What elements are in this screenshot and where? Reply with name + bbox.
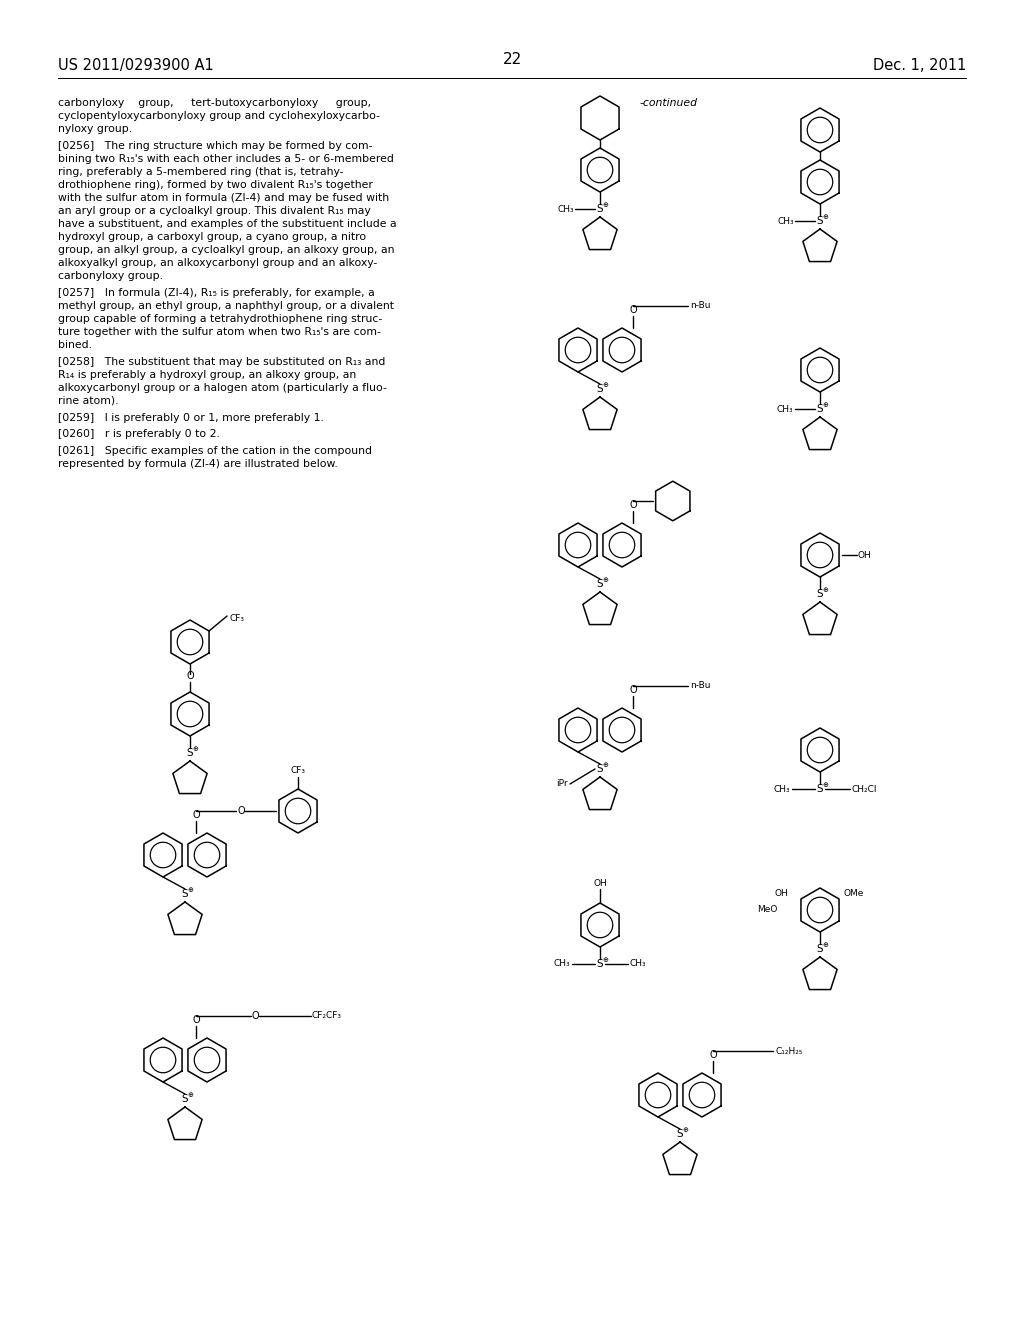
Text: OMe: OMe	[844, 888, 864, 898]
Text: ⊕: ⊕	[602, 957, 608, 964]
Text: alkoxycarbonyl group or a halogen atom (particularly a fluo-: alkoxycarbonyl group or a halogen atom (…	[58, 383, 387, 393]
Text: O: O	[629, 500, 637, 510]
Text: [0259]   l is preferably 0 or 1, more preferably 1.: [0259] l is preferably 0 or 1, more pref…	[58, 413, 324, 422]
Text: nyloxy group.: nyloxy group.	[58, 124, 132, 135]
Text: hydroxyl group, a carboxyl group, a cyano group, a nitro: hydroxyl group, a carboxyl group, a cyan…	[58, 232, 367, 242]
Text: S: S	[597, 579, 603, 589]
Text: S: S	[817, 404, 823, 414]
Text: [0256]   The ring structure which may be formed by com-: [0256] The ring structure which may be f…	[58, 141, 373, 150]
Text: Dec. 1, 2011: Dec. 1, 2011	[872, 58, 966, 73]
Text: cyclopentyloxycarbonyloxy group and cyclohexyloxycarbo-: cyclopentyloxycarbonyloxy group and cycl…	[58, 111, 380, 121]
Text: ⊕: ⊕	[822, 942, 828, 948]
Text: ⊕: ⊕	[682, 1127, 688, 1133]
Text: carbonyloxy    group,     tert-butoxycarbonyloxy     group,: carbonyloxy group, tert-butoxycarbonylox…	[58, 98, 371, 108]
Text: drothiophene ring), formed by two divalent R₁₅'s together: drothiophene ring), formed by two divale…	[58, 180, 373, 190]
Text: [0258]   The substituent that may be substituted on R₁₃ and: [0258] The substituent that may be subst…	[58, 356, 385, 367]
Text: CH₃: CH₃	[773, 784, 790, 793]
Text: O: O	[710, 1049, 717, 1060]
Text: ⊕: ⊕	[187, 1092, 193, 1098]
Text: group, an alkyl group, a cycloalkyl group, an alkoxy group, an: group, an alkyl group, a cycloalkyl grou…	[58, 246, 394, 255]
Text: OH: OH	[774, 888, 788, 898]
Text: 22: 22	[503, 51, 521, 67]
Text: OH: OH	[593, 879, 607, 888]
Text: R₁₄ is preferably a hydroxyl group, an alkoxy group, an: R₁₄ is preferably a hydroxyl group, an a…	[58, 370, 356, 380]
Text: CH₃: CH₃	[630, 960, 646, 969]
Text: ⊕: ⊕	[822, 214, 828, 220]
Text: methyl group, an ethyl group, a naphthyl group, or a divalent: methyl group, an ethyl group, a naphthyl…	[58, 301, 394, 310]
Text: CF₂CF₃: CF₂CF₃	[312, 1011, 342, 1020]
Text: -continued: -continued	[640, 98, 698, 108]
Text: ⊕: ⊕	[193, 746, 198, 752]
Text: an aryl group or a cycloalkyl group. This divalent R₁₅ may: an aryl group or a cycloalkyl group. Thi…	[58, 206, 371, 216]
Text: US 2011/0293900 A1: US 2011/0293900 A1	[58, 58, 214, 73]
Text: S: S	[597, 764, 603, 774]
Text: ⊕: ⊕	[602, 762, 608, 768]
Text: O: O	[237, 807, 245, 816]
Text: CH₃: CH₃	[557, 205, 574, 214]
Text: ⊕: ⊕	[187, 887, 193, 894]
Text: S: S	[597, 205, 603, 214]
Text: iPr: iPr	[556, 780, 568, 788]
Text: [0260]   r is preferably 0 to 2.: [0260] r is preferably 0 to 2.	[58, 429, 220, 440]
Text: group capable of forming a tetrahydrothiophene ring struc-: group capable of forming a tetrahydrothi…	[58, 314, 382, 323]
Text: n-Bu: n-Bu	[690, 681, 711, 690]
Text: O: O	[186, 671, 194, 681]
Text: OH: OH	[858, 550, 871, 560]
Text: n-Bu: n-Bu	[690, 301, 711, 310]
Text: ⊕: ⊕	[822, 587, 828, 593]
Text: ⊕: ⊕	[602, 381, 608, 388]
Text: [0257]   In formula (ZI-4), R₁₅ is preferably, for example, a: [0257] In formula (ZI-4), R₁₅ is prefera…	[58, 288, 375, 298]
Text: represented by formula (ZI-4) are illustrated below.: represented by formula (ZI-4) are illust…	[58, 459, 338, 470]
Text: S: S	[181, 1094, 188, 1104]
Text: S: S	[597, 384, 603, 393]
Text: O: O	[629, 305, 637, 315]
Text: carbonyloxy group.: carbonyloxy group.	[58, 271, 163, 281]
Text: bining two R₁₅'s with each other includes a 5- or 6-membered: bining two R₁₅'s with each other include…	[58, 154, 394, 164]
Text: alkoxyalkyl group, an alkoxycarbonyl group and an alkoxy-: alkoxyalkyl group, an alkoxycarbonyl gro…	[58, 257, 377, 268]
Text: ⊕: ⊕	[822, 781, 828, 788]
Text: bined.: bined.	[58, 339, 92, 350]
Text: CH₃: CH₃	[777, 216, 794, 226]
Text: S: S	[817, 216, 823, 226]
Text: S: S	[186, 748, 194, 758]
Text: CH₂Cl: CH₂Cl	[852, 784, 878, 793]
Text: CH₃: CH₃	[776, 404, 793, 413]
Text: S: S	[817, 784, 823, 795]
Text: S: S	[677, 1129, 683, 1139]
Text: have a substituent, and examples of the substituent include a: have a substituent, and examples of the …	[58, 219, 396, 228]
Text: CH₃: CH₃	[553, 960, 570, 969]
Text: ⊕: ⊕	[822, 403, 828, 408]
Text: O: O	[252, 1011, 260, 1020]
Text: O: O	[193, 1015, 200, 1026]
Text: S: S	[817, 589, 823, 599]
Text: O: O	[193, 810, 200, 820]
Text: MeO: MeO	[758, 906, 778, 915]
Text: CF₃: CF₃	[229, 614, 244, 623]
Text: S: S	[181, 888, 188, 899]
Text: S: S	[597, 960, 603, 969]
Text: rine atom).: rine atom).	[58, 396, 119, 405]
Text: [0261]   Specific examples of the cation in the compound: [0261] Specific examples of the cation i…	[58, 446, 372, 457]
Text: ture together with the sulfur atom when two R₁₅'s are com-: ture together with the sulfur atom when …	[58, 327, 381, 337]
Text: S: S	[817, 944, 823, 954]
Text: CF₃: CF₃	[291, 766, 305, 775]
Text: ring, preferably a 5-membered ring (that is, tetrahy-: ring, preferably a 5-membered ring (that…	[58, 166, 343, 177]
Text: with the sulfur atom in formula (ZI-4) and may be fused with: with the sulfur atom in formula (ZI-4) a…	[58, 193, 389, 203]
Text: ⊕: ⊕	[602, 202, 608, 209]
Text: O: O	[629, 685, 637, 696]
Text: ⊕: ⊕	[602, 577, 608, 583]
Text: C₁₂H₂₅: C₁₂H₂₅	[775, 1047, 803, 1056]
